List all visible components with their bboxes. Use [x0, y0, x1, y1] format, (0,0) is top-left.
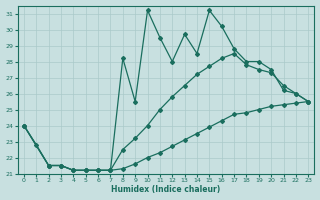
X-axis label: Humidex (Indice chaleur): Humidex (Indice chaleur) [111, 185, 221, 194]
